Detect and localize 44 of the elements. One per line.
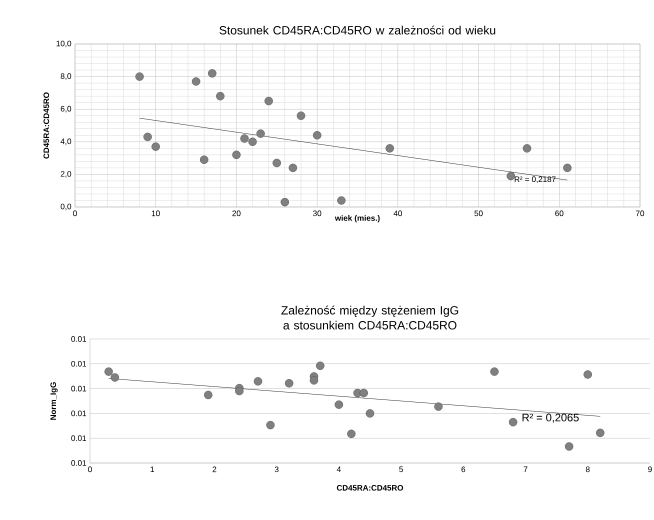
point [284, 379, 294, 388]
point [563, 164, 572, 172]
point [254, 377, 262, 386]
chart-title: Zależność między stężeniem IgG a stosunkiem CD45RA:CD45RO [281, 306, 458, 330]
point [310, 376, 318, 385]
point [235, 386, 244, 396]
point [312, 131, 322, 140]
point [506, 172, 516, 180]
point [360, 388, 368, 398]
point [508, 418, 518, 426]
point [256, 129, 265, 138]
point [135, 72, 144, 81]
point [347, 430, 356, 438]
point [296, 112, 306, 120]
point [266, 420, 275, 430]
point [366, 409, 374, 418]
point [104, 367, 113, 376]
point [386, 144, 394, 153]
chart-title: Stosunek CD45RA:CD45RO w zależności od wieku [220, 26, 496, 34]
point [272, 158, 281, 168]
point [143, 132, 152, 142]
point [522, 144, 532, 153]
point [434, 402, 443, 411]
point [152, 142, 160, 151]
point [584, 370, 592, 379]
point [288, 164, 298, 172]
point [248, 138, 257, 146]
point [192, 77, 200, 86]
point [316, 362, 324, 370]
point [490, 367, 499, 376]
point [264, 96, 273, 106]
point [337, 196, 346, 205]
point [232, 150, 241, 160]
point [240, 134, 249, 143]
point [564, 442, 574, 451]
point [110, 373, 120, 382]
point [596, 428, 604, 438]
point [334, 400, 344, 409]
point [216, 92, 224, 100]
annotation: R² = 0,2065 [522, 414, 579, 423]
point [280, 198, 290, 206]
point [204, 390, 212, 400]
point [200, 156, 208, 164]
point [208, 69, 216, 78]
